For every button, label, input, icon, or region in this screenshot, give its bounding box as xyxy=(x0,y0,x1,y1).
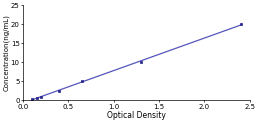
Y-axis label: Concentration(ng/mL): Concentration(ng/mL) xyxy=(3,14,9,91)
X-axis label: Optical Density: Optical Density xyxy=(107,111,166,120)
